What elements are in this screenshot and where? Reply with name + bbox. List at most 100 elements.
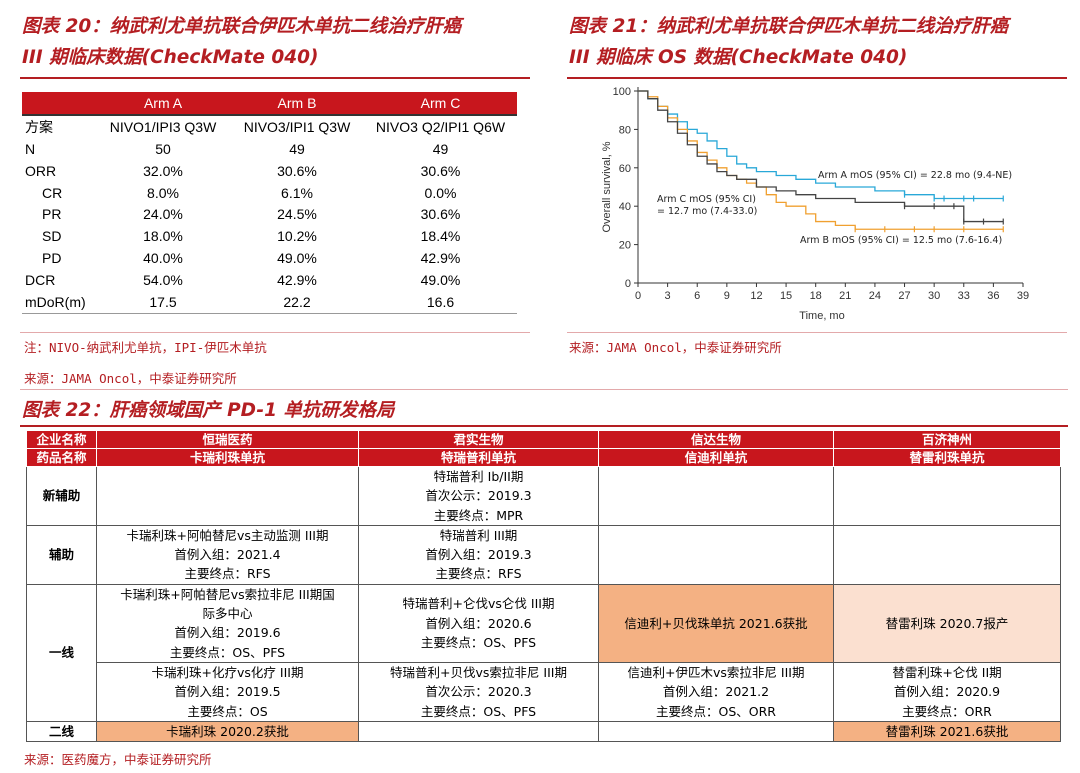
fig20-table: Arm A Arm B Arm C 方案 NIVO1/IPI3 Q3W NIVO… (22, 92, 517, 314)
cell-line: 卡瑞利珠+化疗vs化疗 III期 (151, 664, 304, 680)
table-row: ORR 32.0% 30.6% 30.6% (22, 160, 517, 182)
cell-line: 主要终点：MPR (433, 507, 524, 523)
cell-neo-hengrui (96, 466, 359, 526)
fig21-source: 来源：JAMA Oncol，中泰证券研究所 (569, 340, 782, 355)
cell-fl1-xinda: 信迪利+贝伐珠单抗 2021.6获批 (598, 583, 834, 663)
x-tick-label: 21 (839, 290, 851, 302)
cell-fl2-baiji: 替雷利珠+仑伐 II期 首例入组：2020.9 主要终点：ORR (833, 661, 1061, 722)
cell-arm-b: 49 (289, 140, 305, 157)
cell-line: 主要终点：OS、PFS (420, 635, 537, 651)
cell-adj-junshi: 特瑞普利 III期 首例入组：2019.3 主要终点：RFS (358, 524, 599, 585)
cell-arm-b: NIVO3/IPI1 Q3W (230, 113, 364, 138)
x-axis-label: Time, mo (799, 310, 844, 322)
cell-arm-b: 22.2 (230, 291, 364, 314)
y-tick-label: 40 (619, 201, 631, 213)
row-label-second-line: 二线 (26, 720, 97, 743)
cell-line: 主要终点：RFS (435, 566, 522, 582)
table-row: 二线 卡瑞利珠 2020.2获批 替雷利珠 2021.6获批 (26, 720, 1061, 743)
cell-line: 主要终点：OS、PFS (420, 703, 537, 719)
x-tick-label: 6 (694, 290, 700, 302)
company-xinda: 信达生物 (598, 430, 834, 449)
x-tick-label: 39 (1017, 290, 1029, 302)
fig21-source-rule (567, 332, 1067, 333)
y-tick-label: 60 (619, 163, 631, 175)
cell-line: 主要终点：OS、ORR (656, 703, 776, 719)
x-tick-label: 30 (928, 290, 940, 302)
cell-neo-baiji (833, 466, 1061, 526)
fig20-note: 注：NIVO-纳武利尤单抗，IPI-伊匹木单抗 (24, 340, 267, 355)
km-series (638, 90, 1004, 233)
table-row: PR 24.0% 24.5% 30.6% (22, 203, 517, 225)
x-tick-label: 15 (780, 290, 792, 302)
x-tick-label: 36 (987, 290, 999, 302)
cell-fl1-junshi: 特瑞普利+仑伐vs仑伐 III期 首例入组：2020.6 主要终点：OS、PFS (358, 583, 599, 663)
row-label-adjuvant: 辅助 (26, 524, 97, 585)
row-label: mDoR(m) (22, 291, 96, 314)
cell-fl1-hengrui: 卡瑞利珠+阿帕替尼vs索拉非尼 III期国 际多中心 首例入组：2019.6 主… (96, 583, 359, 663)
row-label: 方案 (22, 113, 96, 138)
cell-line: 特瑞普利+仑伐vs仑伐 III期 (402, 596, 555, 612)
row-label: ORR (25, 162, 57, 179)
fig21-title-line2: III 期临床 OS 数据(CheckMate 040) (569, 47, 908, 68)
cell-line: 卡瑞利珠+阿帕替尼vs索拉非尼 III期国 (120, 586, 335, 602)
table-row: N 50 49 49 (22, 138, 517, 160)
x-tick-label: 33 (958, 290, 970, 302)
company-hengrui: 恒瑞医药 (96, 430, 359, 449)
cell-arm-a: 17.5 (96, 291, 230, 314)
cell-line: 特瑞普利 III期 (439, 527, 518, 543)
cell-arm-c: 0.0% (424, 184, 457, 201)
fig20-header-blank (22, 92, 96, 115)
fig20-title-rule (20, 77, 530, 79)
cell-line: 首次公示：2019.3 (425, 488, 532, 504)
fig20-header-arm-a: Arm A (96, 92, 230, 115)
y-tick-label: 20 (619, 240, 631, 252)
cell-arm-a: 54.0% (143, 272, 183, 289)
cell-line: 替雷利珠+仑伐 II期 (892, 664, 1002, 680)
cell-fl1-baiji: 替雷利珠 2020.7报产 (833, 583, 1061, 663)
fig20-title-line1: 图表 20：纳武利尤单抗联合伊匹木单抗二线治疗肝癌 (22, 16, 462, 37)
cell-arm-c: 30.6% (420, 206, 461, 223)
cell-sl-junshi (358, 720, 599, 743)
series-line-arm-a (638, 90, 1004, 200)
row-label: PD (42, 250, 62, 267)
drug-junshi: 特瑞普利单抗 (358, 448, 599, 467)
cell-line: 首次公示：2020.3 (425, 684, 532, 700)
cell-line: 首例入组：2019.6 (174, 625, 281, 641)
annotation-arm-c-line2: = 12.7 mo (7.4-33.0) (657, 206, 757, 217)
cell-sl-hengrui: 卡瑞利珠 2020.2获批 (96, 720, 359, 743)
cell-arm-b: 42.9% (277, 272, 317, 289)
x-tick-label: 27 (898, 290, 910, 302)
cell-arm-a: 40.0% (143, 250, 183, 267)
cell-arm-a: 32.0% (143, 162, 183, 179)
drug-hengrui: 卡瑞利珠单抗 (96, 448, 359, 467)
annotation-arm-a: Arm A mOS (95% CI) = 22.8 mo (9.4-NE) (818, 170, 1012, 181)
fig20-title-line2: III 期临床数据(CheckMate 040) (22, 47, 319, 68)
drug-baiji: 替雷利珠单抗 (833, 448, 1061, 467)
cell-arm-b: 30.6% (277, 162, 317, 179)
fig22-source: 来源：医药魔方，中泰证券研究所 (24, 752, 212, 767)
cell-arm-a: 18.0% (143, 228, 183, 245)
fig22-top-rule (20, 389, 1068, 390)
cell-arm-b: 10.2% (277, 228, 317, 245)
table-row: PD 40.0% 49.0% 42.9% (22, 247, 517, 269)
cell-line: 主要终点：OS (187, 703, 268, 719)
cell-arm-c: 16.6 (364, 291, 517, 314)
cell-arm-a: 24.0% (143, 206, 183, 223)
cell-fl2-junshi: 特瑞普利+贝伐vs索拉非尼 III期 首次公示：2020.3 主要终点：OS、P… (358, 661, 599, 722)
cell-line: 首例入组：2019.3 (425, 547, 532, 563)
annotation-arm-c-line1: Arm C mOS (95% CI) (657, 194, 756, 205)
cell-line: 首例入组：2020.9 (893, 684, 1001, 700)
series-line-arm-b (638, 90, 1004, 230)
x-tick-label: 3 (665, 290, 671, 302)
x-tick-label: 18 (810, 290, 822, 302)
table-row: 方案 NIVO1/IPI3 Q3W NIVO3/IPI1 Q3W NIVO3 Q… (22, 113, 517, 138)
cell-arm-c: 42.9% (420, 250, 461, 267)
cell-arm-a: 50 (155, 140, 171, 157)
table-row: 辅助 卡瑞利珠+阿帕替尼vs主动监测 III期 首例入组：2021.4 主要终点… (26, 524, 1061, 585)
drug-label: 药品名称 (26, 448, 97, 467)
cell-neo-junshi: 特瑞普利 Ib/II期 首次公示：2019.3 主要终点：MPR (358, 466, 599, 526)
table-row: 新辅助 特瑞普利 Ib/II期 首次公示：2019.3 主要终点：MPR (26, 466, 1061, 526)
company-junshi: 君实生物 (358, 430, 599, 449)
cell-arm-a: 8.0% (147, 184, 179, 201)
